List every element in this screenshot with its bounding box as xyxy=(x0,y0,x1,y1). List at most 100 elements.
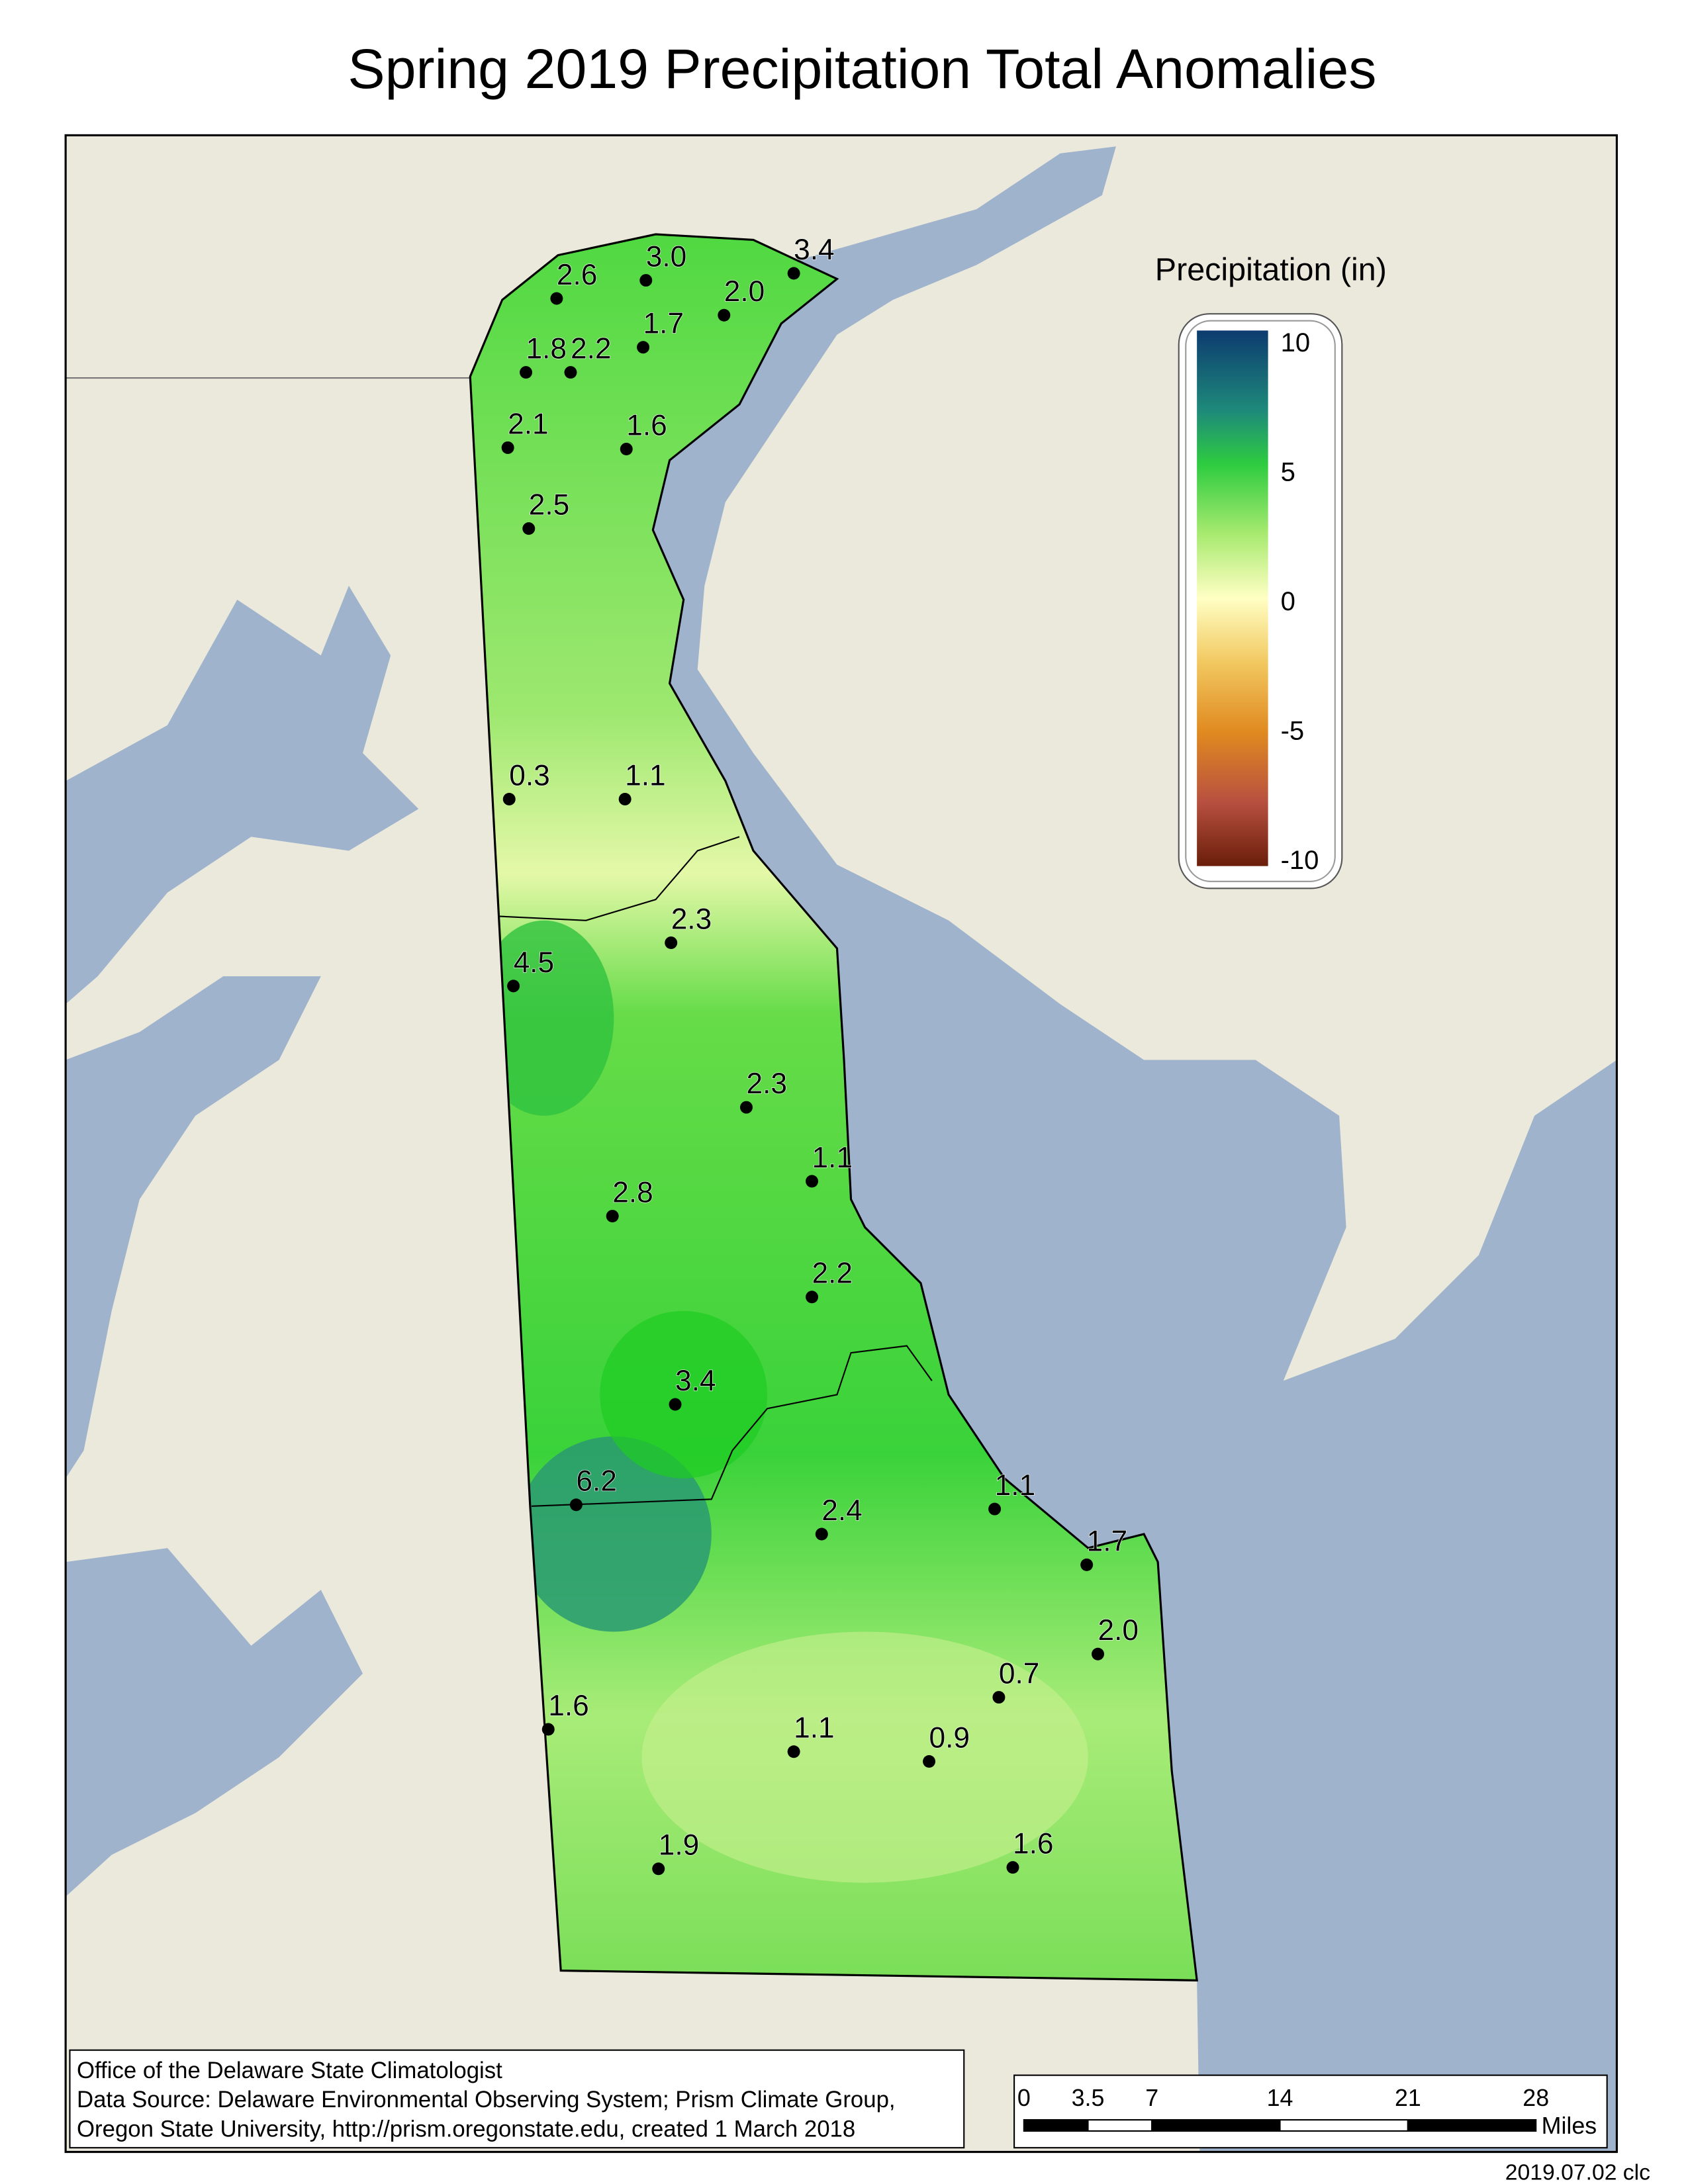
chesapeake-south xyxy=(66,1548,363,1897)
station-dot xyxy=(740,1101,753,1114)
station-label: 2.1 xyxy=(508,408,549,440)
scale-label: 14 xyxy=(1267,2085,1293,2111)
station-label: 0.9 xyxy=(929,1721,970,1754)
station-label: 1.7 xyxy=(1087,1525,1128,1557)
chesapeake-bay xyxy=(66,586,419,1005)
station-dot xyxy=(1006,1861,1019,1874)
station-dot xyxy=(550,292,563,305)
delaware-outline xyxy=(469,233,1198,1981)
map-frame xyxy=(64,134,1618,2154)
station-label: 1.1 xyxy=(794,1712,835,1745)
station-label: 2.8 xyxy=(612,1176,653,1208)
station-label: 4.5 xyxy=(514,946,555,979)
scale-segment xyxy=(1151,2119,1281,2132)
scale-label: 7 xyxy=(1145,2085,1158,2111)
station-dot xyxy=(522,522,536,535)
station-label: 3.4 xyxy=(794,234,835,266)
station-dot xyxy=(502,792,516,805)
station-dot xyxy=(541,1723,555,1736)
anomaly-high xyxy=(516,1436,712,1632)
station-dot xyxy=(637,341,650,354)
scale-label: 3.5 xyxy=(1072,2085,1105,2111)
station-label: 2.2 xyxy=(812,1257,853,1290)
station-dot xyxy=(665,936,678,950)
station-label: 2.0 xyxy=(1098,1614,1139,1647)
stations: 2.63.0 3.42.01.8 2.21.72.1 1.62.50.3 1.12.34… xyxy=(501,233,1139,1876)
station-dot xyxy=(718,308,731,322)
station-label: 1.8 xyxy=(526,333,567,365)
station-dot xyxy=(787,267,800,280)
legend-tick-label: 0 xyxy=(1281,587,1295,616)
station-dot xyxy=(606,1210,619,1223)
scale-segment xyxy=(1279,2119,1409,2132)
scale-unit: Miles xyxy=(1542,2113,1597,2139)
legend: Precipitation (in) 10 5 0 -5 -10 xyxy=(1155,252,1387,889)
date-stamp: 2019.07.02 clc xyxy=(1505,2160,1650,2184)
scale-label: 28 xyxy=(1523,2085,1549,2111)
station-label: 1.1 xyxy=(625,759,666,792)
credit-line: Office of the Delaware State Climatologi… xyxy=(77,2058,502,2083)
station-label: 1.6 xyxy=(548,1690,589,1722)
station-label: 1.6 xyxy=(626,409,667,441)
station-dot xyxy=(806,1291,819,1304)
station-label: 2.0 xyxy=(724,275,765,308)
anomaly-high xyxy=(474,920,614,1116)
station-label: 6.2 xyxy=(576,1465,617,1498)
station-dot xyxy=(1080,1558,1094,1571)
station-label: 2.3 xyxy=(671,903,712,935)
chesapeake-inlets xyxy=(66,976,321,1479)
station-label: 1.7 xyxy=(643,308,684,340)
map-frame-content xyxy=(66,135,1617,2152)
station-dot xyxy=(501,441,514,454)
legend-tick-label: -10 xyxy=(1281,846,1319,875)
anomaly-low xyxy=(641,1631,1088,1883)
legend-box-inner xyxy=(1185,320,1336,882)
station-dot xyxy=(669,1398,682,1411)
station-dot xyxy=(564,366,577,379)
scale-segment xyxy=(1407,2119,1537,2132)
delaware-fill xyxy=(470,234,1197,1981)
station-dot xyxy=(507,979,520,993)
credit-line: Oregon State University, http://prism.or… xyxy=(77,2116,855,2142)
station-label: 1.9 xyxy=(659,1829,700,1862)
station-label: 3.0 xyxy=(646,240,687,273)
legend-title: Precipitation (in) xyxy=(1155,252,1387,288)
legend-tick-label: 5 xyxy=(1281,457,1295,486)
station-dot xyxy=(520,366,533,379)
station-dot xyxy=(618,792,632,805)
station-dot xyxy=(620,443,633,456)
station-label: 2.3 xyxy=(746,1068,787,1100)
station-label: 0.3 xyxy=(509,759,550,792)
scale-segment xyxy=(1087,2119,1153,2132)
legend-tick-label: -5 xyxy=(1281,716,1305,745)
county-border xyxy=(531,1345,933,1507)
county-border xyxy=(498,836,740,921)
anomaly-high xyxy=(600,1310,768,1479)
station-label: 2.5 xyxy=(529,489,570,522)
station-dot xyxy=(815,1527,828,1541)
scale-bar: 0 3.5 7 14 21 28 xyxy=(1017,2085,1549,2132)
station-label: 1.6 xyxy=(1013,1828,1054,1860)
station-label: 1.1 xyxy=(995,1469,1036,1502)
color-bar xyxy=(1197,330,1268,866)
credit-line: Data Source: Delaware Environmental Obse… xyxy=(77,2087,896,2113)
station-dot xyxy=(923,1755,936,1768)
station-label: 1.1 xyxy=(812,1142,853,1174)
scale-box xyxy=(1013,2074,1608,2149)
map-title: Spring 2019 Precipitation Total Anomalie… xyxy=(348,38,1376,100)
delaware-river-bay xyxy=(653,146,1617,2152)
station-dot xyxy=(639,274,653,287)
station-dot xyxy=(806,1175,819,1188)
station-label: 3.4 xyxy=(675,1365,716,1397)
station-label: 2.4 xyxy=(821,1494,863,1527)
station-dot xyxy=(652,1862,665,1876)
station-dot xyxy=(992,1691,1006,1704)
station-dot xyxy=(787,1745,800,1758)
station-dot xyxy=(569,1498,583,1512)
scale-label: 0 xyxy=(1017,2085,1031,2111)
station-dot xyxy=(988,1502,1002,1516)
station-dot xyxy=(1092,1647,1105,1661)
station-label: 2.2 xyxy=(571,333,612,365)
credits-box xyxy=(69,2049,965,2149)
